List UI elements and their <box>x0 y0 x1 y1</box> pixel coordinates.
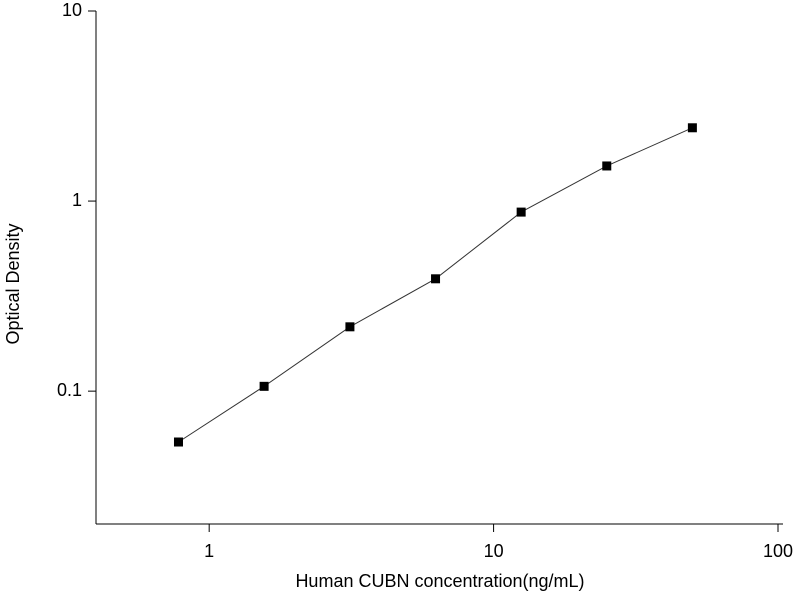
data-point <box>687 123 697 133</box>
x-tick-label: 1 <box>204 541 214 561</box>
y-axis-label: Optical Density <box>3 223 23 344</box>
x-tick-label: 10 <box>484 541 504 561</box>
data-point <box>516 207 526 217</box>
x-tick-label: 100 <box>763 541 793 561</box>
y-tick-label: 1 <box>72 190 82 210</box>
data-point <box>431 274 441 284</box>
data-point <box>602 161 612 171</box>
data-point <box>345 322 355 332</box>
x-axis-label: Human CUBN concentration(ng/mL) <box>295 571 584 591</box>
data-point <box>173 437 183 447</box>
y-tick-label: 10 <box>62 0 82 20</box>
data-point <box>259 381 269 391</box>
fit-line <box>178 127 693 443</box>
y-tick-label: 0.1 <box>57 380 82 400</box>
